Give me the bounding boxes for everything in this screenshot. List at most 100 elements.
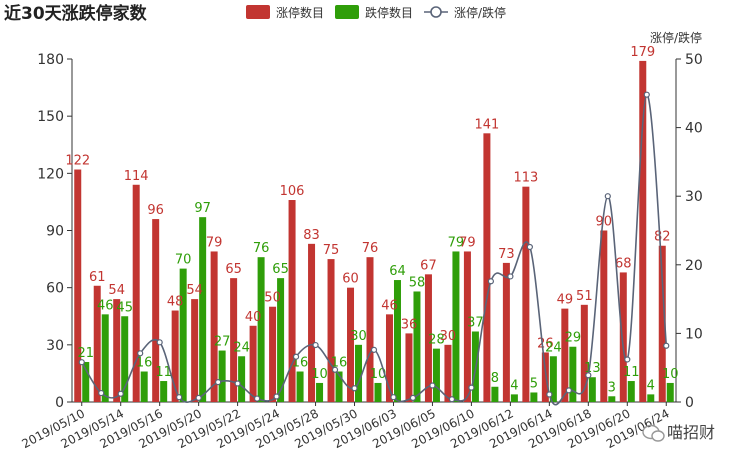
limit-up-bar bbox=[288, 200, 296, 402]
ratio-point bbox=[409, 394, 417, 401]
limit-up-bar-label: 114 bbox=[124, 169, 149, 184]
ratio-point bbox=[292, 353, 300, 360]
limit-down-bar-label: 30 bbox=[350, 329, 367, 344]
limit-up-bar bbox=[171, 310, 179, 402]
limit-up-bar-label: 30 bbox=[440, 329, 457, 344]
limit-up-bar bbox=[541, 352, 549, 402]
left-tick-label: 180 bbox=[37, 52, 64, 68]
limit-down-bar bbox=[549, 356, 557, 402]
left-tick-label: 90 bbox=[46, 224, 64, 240]
limit-down-bar-label: 64 bbox=[389, 264, 406, 279]
limit-up-bar-label: 36 bbox=[401, 317, 418, 332]
limit-down-bar bbox=[121, 316, 129, 402]
right-tick-label: 0 bbox=[685, 395, 694, 411]
limit-down-bar bbox=[238, 356, 246, 402]
limit-up-bar-label: 106 bbox=[280, 184, 305, 199]
limit-up-bar bbox=[639, 60, 647, 403]
limit-up-bar-label: 40 bbox=[245, 310, 262, 325]
limit-down-bar-label: 8 bbox=[491, 371, 499, 386]
ratio-point bbox=[546, 391, 553, 398]
limit-down-bar bbox=[569, 346, 577, 402]
ratio-point bbox=[604, 193, 611, 200]
limit-up-bar bbox=[210, 251, 218, 402]
ratio-point bbox=[390, 394, 397, 401]
limit-up-bar-label: 50 bbox=[264, 291, 281, 306]
limit-up-bar-label: 76 bbox=[362, 241, 379, 256]
limit-up-bar bbox=[230, 278, 238, 402]
limit-down-bar-label: 24 bbox=[233, 340, 250, 355]
limit-down-bar-label: 4 bbox=[510, 378, 518, 393]
ratio-point bbox=[585, 372, 592, 379]
ratio-point bbox=[176, 394, 183, 401]
legend: 涨停数目 跌停数目 涨停/跌停 bbox=[246, 5, 506, 20]
limit-down-bar bbox=[355, 344, 363, 402]
ratio-point bbox=[526, 243, 533, 251]
ratio-point bbox=[565, 387, 572, 394]
limit-down-bar-label: 10 bbox=[311, 367, 328, 382]
ratio-point bbox=[273, 393, 280, 400]
limit-down-bar bbox=[432, 348, 440, 402]
limit-up-bar-label: 83 bbox=[303, 228, 320, 243]
ratio-point bbox=[429, 382, 436, 389]
limit-up-bar bbox=[132, 184, 140, 402]
limit-down-bar-label: 11 bbox=[623, 365, 640, 380]
limit-down-bar-label: 70 bbox=[175, 253, 192, 268]
limit-up-bar bbox=[327, 259, 335, 402]
watermark: 喵招财 bbox=[642, 423, 715, 442]
limit-up-bar bbox=[658, 245, 666, 402]
limit-up-bar bbox=[269, 306, 277, 402]
limit-down-bar bbox=[218, 350, 226, 402]
limit-up-bar bbox=[600, 230, 608, 402]
limit-down-bar bbox=[199, 217, 207, 402]
limit-up-bar-label: 65 bbox=[225, 262, 242, 277]
limit-up-bar-label: 46 bbox=[381, 298, 398, 313]
ratio-point bbox=[351, 385, 358, 392]
limit-up-bar-label: 179 bbox=[630, 45, 655, 60]
limit-down-bar-label: 5 bbox=[530, 376, 538, 391]
left-tick-label: 60 bbox=[46, 281, 64, 297]
x-tick-labels: 2019/05/102019/05/142019/05/162019/05/20… bbox=[20, 402, 672, 451]
left-tick-label: 0 bbox=[55, 395, 64, 411]
bars bbox=[74, 60, 674, 403]
limit-down-bar bbox=[335, 371, 343, 402]
limit-down-bar-label: 16 bbox=[136, 356, 153, 371]
limit-down-bar-label: 46 bbox=[97, 298, 114, 313]
limit-up-bar-label: 96 bbox=[147, 203, 164, 218]
ratio-point bbox=[195, 394, 202, 401]
limit-down-bar bbox=[296, 371, 304, 402]
limit-up-bar bbox=[191, 299, 199, 402]
limit-up-bar bbox=[93, 285, 101, 402]
limit-down-bar bbox=[510, 394, 518, 402]
limit-up-bar bbox=[463, 251, 471, 402]
limit-up-bar bbox=[385, 314, 393, 402]
right-tick-label: 40 bbox=[685, 121, 703, 137]
ratio-point bbox=[643, 91, 650, 98]
limit-up-bar bbox=[347, 287, 355, 402]
limit-down-bar bbox=[257, 257, 265, 402]
limit-down-bar-label: 97 bbox=[194, 201, 211, 216]
ratio-point bbox=[137, 350, 144, 357]
limit-up-bar-label: 75 bbox=[323, 243, 340, 258]
limit-up-bar-label: 68 bbox=[615, 256, 632, 271]
limit-down-bar bbox=[588, 377, 596, 402]
limit-down-bar bbox=[277, 278, 285, 402]
limit-down-bar bbox=[627, 381, 635, 402]
limit-up-bar bbox=[74, 169, 82, 402]
limit-down-bar-label: 65 bbox=[272, 262, 289, 277]
right-axis-label: 涨停/跌停 bbox=[650, 30, 702, 45]
limit-down-bar bbox=[316, 382, 324, 402]
limit-up-bar-label: 79 bbox=[206, 235, 223, 250]
limit-down-bar-label: 24 bbox=[545, 340, 562, 355]
limit-down-bar-label: 37 bbox=[467, 315, 484, 330]
ratio-point bbox=[156, 339, 163, 346]
limit-up-bar-label: 79 bbox=[459, 235, 476, 250]
ratio-point bbox=[78, 359, 85, 366]
limit-up-bar bbox=[580, 304, 588, 402]
right-tick-label: 30 bbox=[685, 189, 703, 205]
limit-down-bar-label: 27 bbox=[214, 335, 231, 350]
legend-label: 跌停数目 bbox=[365, 5, 413, 20]
limit-up-bar bbox=[113, 299, 121, 402]
limit-up-bar bbox=[522, 186, 530, 402]
